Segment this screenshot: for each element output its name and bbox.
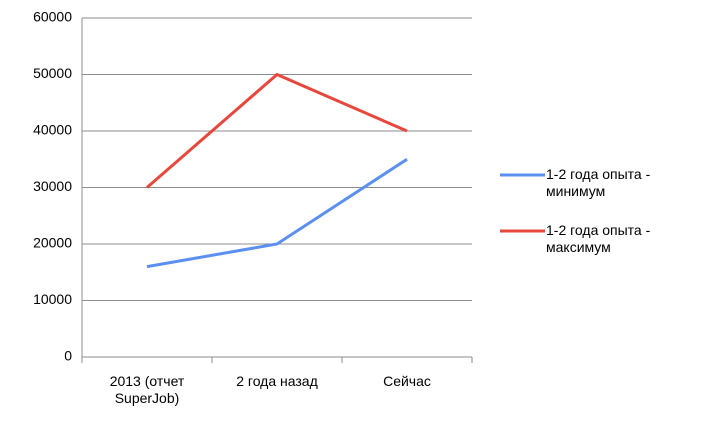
line	[146, 157, 408, 269]
y-tick-label: 60000	[33, 9, 72, 25]
y-tick-label: 50000	[33, 65, 72, 81]
y-tick-label: 20000	[33, 235, 72, 251]
legend-label: 1-2 года опыта - максимум	[546, 222, 651, 255]
y-tick-label: 0	[64, 348, 72, 364]
x-tick-label: Сейчас	[383, 373, 431, 389]
y-tick-label: 40000	[33, 122, 72, 138]
y-tick-label: 30000	[33, 178, 72, 194]
legend-label: 1-2 года опыта - минимум	[546, 166, 651, 199]
x-tick-label: 2013 (отчет SuperJob)	[109, 373, 185, 406]
y-tick-label: 10000	[33, 291, 72, 307]
line	[146, 72, 408, 189]
x-tick-label: 2 года назад	[236, 373, 318, 389]
